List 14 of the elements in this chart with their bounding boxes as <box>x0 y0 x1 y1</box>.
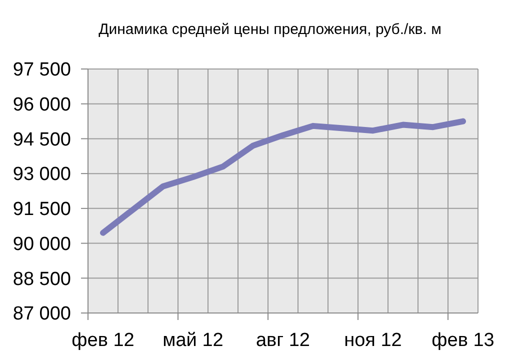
y-tick-label: 96 000 <box>12 94 71 116</box>
y-tick-label: 91 500 <box>12 199 71 220</box>
y-tick-label: 87 000 <box>12 304 71 325</box>
x-tick-label: фев 12 <box>72 330 134 351</box>
y-tick-label: 88 500 <box>12 268 71 290</box>
chart-title: Динамика средней цены предложения, руб./кв. м <box>98 21 442 38</box>
x-tick-label: фев 13 <box>432 330 494 351</box>
x-tick-label: ноя 12 <box>344 330 402 351</box>
x-tick-label: май 12 <box>162 330 224 351</box>
x-tick-label: авг 12 <box>256 330 310 351</box>
y-tick-label: 97 500 <box>12 60 71 81</box>
y-tick-label: 93 000 <box>12 164 71 186</box>
y-tick-label: 90 000 <box>12 234 71 255</box>
y-tick-label: 94 500 <box>12 129 71 150</box>
